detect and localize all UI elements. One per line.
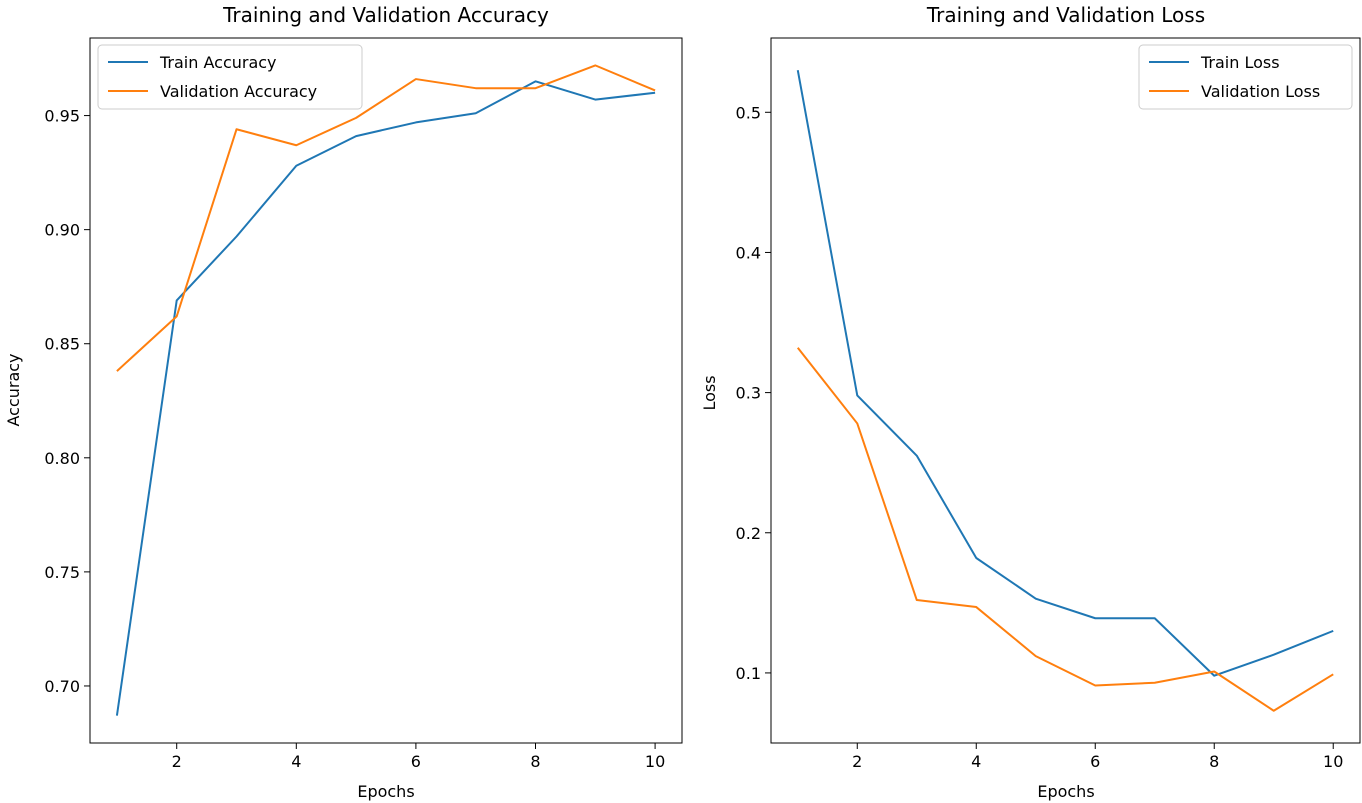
plot-area (90, 38, 682, 743)
y-axis-ticks: 0.70 0.75 0.80 0.85 0.90 0.95 (44, 107, 90, 696)
legend-box (1138, 44, 1353, 110)
legend-label-train-accuracy: Train Accuracy (159, 53, 277, 72)
legend: Train Loss Validation Loss (1138, 44, 1353, 110)
y-tick-label: 0.85 (44, 335, 80, 354)
series-line-validation-accuracy (116, 64, 656, 372)
y-axis-label: Loss (700, 375, 719, 410)
x-tick-label: 10 (645, 752, 665, 771)
accuracy-chart: Training and Validation Accuracy Accurac… (4, 3, 683, 801)
y-tick-label: 0.95 (44, 107, 80, 126)
series-layer (115, 64, 656, 716)
legend-box (97, 44, 363, 110)
series-layer (796, 70, 1334, 712)
x-tick-label: 10 (1323, 752, 1343, 771)
y-tick-label: 0.80 (44, 449, 80, 468)
legend-label-train-loss: Train Loss (1200, 53, 1280, 72)
y-tick-label: 0.5 (736, 103, 761, 122)
x-axis-ticks: 2 4 6 8 10 (852, 743, 1343, 771)
plot-frame (770, 37, 1361, 744)
loss-chart: Training and Validation Loss Loss Epochs… (700, 3, 1361, 801)
chart-title: Training and Validation Loss (926, 3, 1205, 27)
x-tick-label: 6 (411, 752, 421, 771)
x-tick-label: 6 (1090, 752, 1100, 771)
x-axis-ticks: 2 4 6 8 10 (172, 743, 665, 771)
series-line-validation-loss (796, 347, 1334, 712)
legend: Train Accuracy Validation Accuracy (97, 44, 363, 110)
chart-title: Training and Validation Accuracy (222, 3, 549, 27)
y-tick-label: 0.90 (44, 221, 80, 240)
y-tick-label: 0.3 (736, 384, 761, 403)
x-tick-label: 8 (530, 752, 540, 771)
y-tick-label: 0.75 (44, 563, 80, 582)
y-tick-label: 0.4 (736, 243, 761, 262)
x-axis-label: Epochs (357, 782, 414, 801)
x-tick-label: 2 (172, 752, 182, 771)
x-tick-label: 8 (1209, 752, 1219, 771)
plot-frame (89, 37, 683, 744)
y-tick-label: 0.70 (44, 677, 80, 696)
y-axis-label: Accuracy (4, 353, 23, 426)
plot-area (771, 38, 1360, 743)
legend-label-validation-accuracy: Validation Accuracy (160, 82, 317, 101)
x-tick-label: 4 (971, 752, 981, 771)
x-axis-label: Epochs (1037, 782, 1094, 801)
series-line-train-accuracy (115, 80, 656, 716)
y-tick-label: 0.2 (736, 524, 761, 543)
series-line-train-loss (796, 70, 1334, 677)
y-axis-ticks: 0.1 0.2 0.3 0.4 0.5 (736, 103, 771, 683)
x-tick-label: 4 (291, 752, 301, 771)
y-tick-label: 0.1 (736, 664, 761, 683)
legend-label-validation-loss: Validation Loss (1201, 82, 1320, 101)
x-tick-label: 2 (852, 752, 862, 771)
